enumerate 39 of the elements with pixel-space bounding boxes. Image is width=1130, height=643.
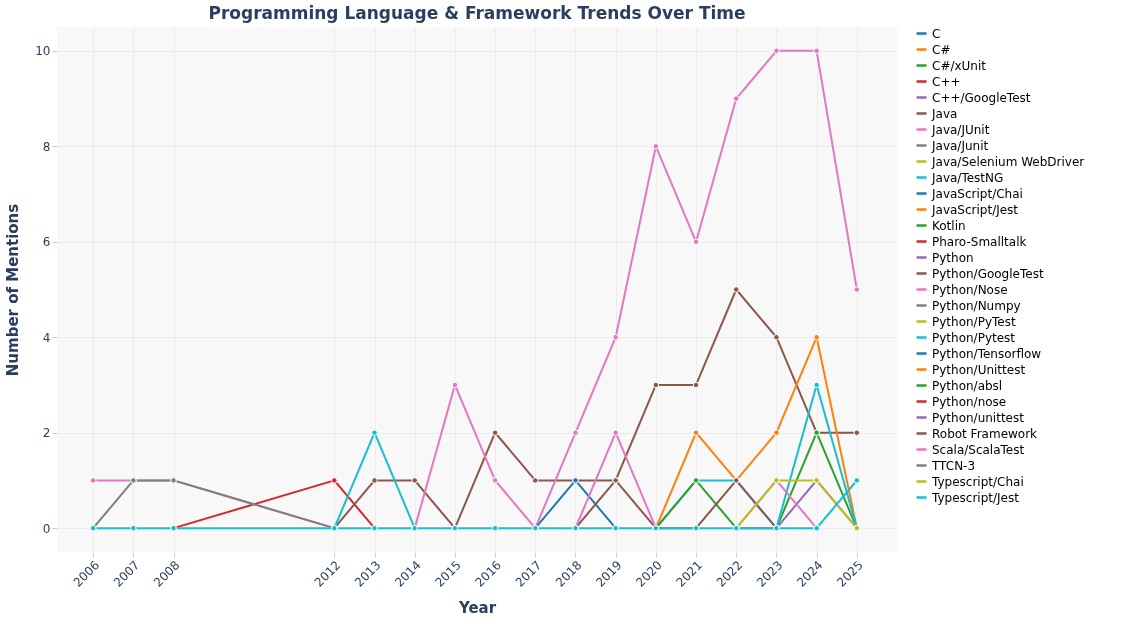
y-tick-label: 6 [42, 235, 51, 250]
y-tick-label: 2 [42, 426, 51, 441]
legend-label: Pharo-Smalltalk [932, 234, 1027, 249]
legend-label: C#/xUnit [932, 58, 987, 73]
y-tick-label: 8 [42, 139, 51, 154]
chart-title: Programming Language & Framework Trends Over Time [208, 3, 746, 23]
legend-label: Typescript/Jest [931, 490, 1020, 505]
y-axis-title: Number of Mentions [4, 203, 23, 377]
legend-label: Python/Unittest [932, 362, 1026, 377]
legend-label: Kotlin [932, 218, 966, 233]
legend-label: Python/Nose [932, 282, 1008, 297]
legend-label: Typescript/Chai [931, 474, 1024, 489]
legend-label: Java [931, 106, 958, 121]
legend-label: Python/PyTest [932, 314, 1016, 329]
legend-label: Robot Framework [932, 426, 1038, 441]
legend-label: Java/JUnit [931, 122, 990, 137]
legend-label: C [932, 26, 941, 41]
legend-label: JavaScript/Jest [931, 202, 1019, 217]
legend-label: Python/nose [932, 394, 1007, 409]
legend-label: Python [932, 250, 974, 265]
legend-label: Scala/ScalaTest [932, 442, 1025, 457]
legend-label: C++/GoogleTest [932, 90, 1031, 105]
legend-label: Java/Selenium WebDriver [931, 154, 1085, 169]
legend-label: Java/TestNG [931, 170, 1004, 185]
legend-label: Python/absl [932, 378, 1003, 393]
legend-label: Python/GoogleTest [932, 266, 1044, 281]
y-tick-label: 10 [35, 44, 51, 59]
legend-label: C++ [932, 74, 961, 89]
legend-label: Python/Pytest [932, 330, 1016, 345]
legend-label: JavaScript/Chai [931, 186, 1023, 201]
legend-label: Python/Numpy [932, 298, 1021, 313]
legend-label: C# [932, 42, 951, 57]
y-tick-label: 0 [42, 521, 51, 536]
legend-label: TTCN-3 [931, 458, 976, 473]
y-tick-label: 4 [42, 330, 51, 345]
x-axis-title: Year [457, 598, 497, 617]
legend-label: Python/unittest [932, 410, 1025, 425]
legend-label: Python/Tensorflow [932, 346, 1042, 361]
legend-label: Java/Junit [931, 138, 989, 153]
